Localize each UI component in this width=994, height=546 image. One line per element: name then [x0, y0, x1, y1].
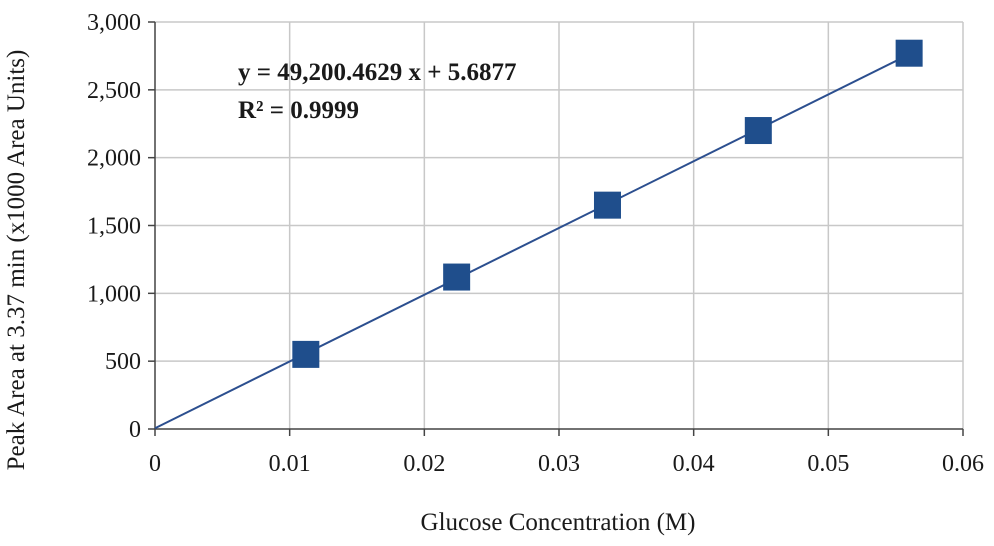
data-points: [292, 39, 923, 368]
y-tick-label-6: 3,000: [87, 10, 141, 36]
y-tick-label-3: 1,500: [87, 214, 141, 240]
data-point-0-3: [744, 117, 772, 145]
y-tick-label-2: 1,000: [87, 281, 141, 307]
r-squared-label: R² = 0.9999: [238, 97, 359, 124]
x-tick-label-2: 0.02: [403, 451, 445, 477]
data-point-0-4: [895, 39, 923, 67]
y-tick-label-4: 2,000: [87, 146, 141, 172]
y-tick-label-0: 0: [129, 417, 141, 443]
trendline-group: [154, 53, 910, 430]
y-tick-label-5: 2,500: [87, 78, 141, 104]
x-axis-title: Glucose Concentration (M): [421, 509, 696, 536]
tick-labels: 0 500 1,000 1,500 2,000 2,500 3,000 0 0.01 0.02 0.…: [87, 10, 984, 477]
data-point-0-1: [443, 263, 471, 291]
data-point-0-0: [292, 340, 320, 368]
x-tick-label-4: 0.04: [673, 451, 715, 477]
y-axis-title: Peak Area at 3.37 min (x1000 Area Units): [3, 50, 30, 471]
axes: [148, 21, 964, 436]
x-tick-label-0: 0: [149, 451, 161, 477]
trendline: [154, 53, 910, 430]
x-tick-label-6: 0.06: [942, 451, 984, 477]
trendline-equation: y = 49,200.4629 x + 5.6877: [238, 59, 517, 86]
grid: [155, 21, 964, 429]
y-tick-label-1: 500: [105, 349, 141, 375]
x-tick-label-1: 0.01: [269, 451, 311, 477]
x-tick-label-3: 0.03: [538, 451, 580, 477]
data-point-0-2: [593, 191, 621, 219]
x-tick-label-5: 0.05: [807, 451, 849, 477]
